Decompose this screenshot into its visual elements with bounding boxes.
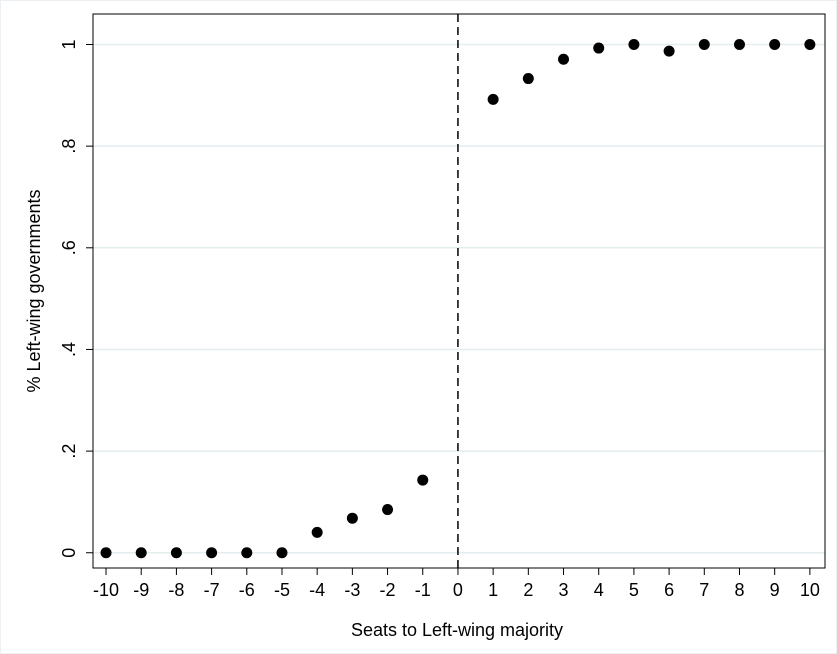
x-tick-label: -9	[133, 580, 149, 600]
point	[522, 73, 534, 85]
y-axis-title: % Left-wing governments	[24, 189, 44, 392]
x-tick-label: 3	[559, 580, 569, 600]
y-tick-label: .2	[59, 444, 79, 459]
point	[170, 547, 182, 559]
point	[241, 547, 253, 559]
y-tick-label: .8	[59, 139, 79, 154]
x-tick-label: 6	[664, 580, 674, 600]
x-axis-title: Seats to Left-wing majority	[351, 620, 563, 640]
point	[346, 512, 358, 524]
x-tick-label: -8	[168, 580, 184, 600]
point	[558, 53, 570, 65]
point	[628, 38, 640, 50]
point	[100, 547, 112, 559]
y-tick-label: 1	[59, 39, 79, 49]
x-tick-label: 1	[488, 580, 498, 600]
x-tick-label: 4	[594, 580, 604, 600]
x-tick-label: -3	[344, 580, 360, 600]
point	[698, 38, 710, 50]
point	[663, 45, 675, 57]
x-tick-label: 9	[770, 580, 780, 600]
point	[593, 42, 605, 54]
x-tick-label: -10	[93, 580, 119, 600]
point	[487, 93, 499, 105]
plot-frame	[92, 13, 826, 569]
x-tick-label: 8	[734, 580, 744, 600]
x-tick-label: -5	[274, 580, 290, 600]
x-tick-label: 0	[453, 580, 463, 600]
x-tick-label: 2	[523, 580, 533, 600]
x-tick-label: -7	[204, 580, 220, 600]
x-tick-label: -6	[239, 580, 255, 600]
point	[276, 547, 288, 559]
point	[769, 38, 781, 50]
y-tick-label: 0	[59, 548, 79, 558]
x-tick-label: 5	[629, 580, 639, 600]
x-tick-label: -2	[380, 580, 396, 600]
point	[135, 547, 147, 559]
point	[206, 547, 218, 559]
x-tick-label: -1	[415, 580, 431, 600]
point	[382, 504, 394, 516]
point	[311, 526, 323, 538]
x-tick-label: 7	[699, 580, 709, 600]
point	[733, 38, 745, 50]
x-tick-label: -4	[309, 580, 325, 600]
y-tick-label: .4	[59, 342, 79, 357]
x-tick-label: 10	[800, 580, 820, 600]
y-tick-label: .6	[59, 240, 79, 255]
point	[417, 474, 429, 486]
point	[804, 38, 816, 50]
